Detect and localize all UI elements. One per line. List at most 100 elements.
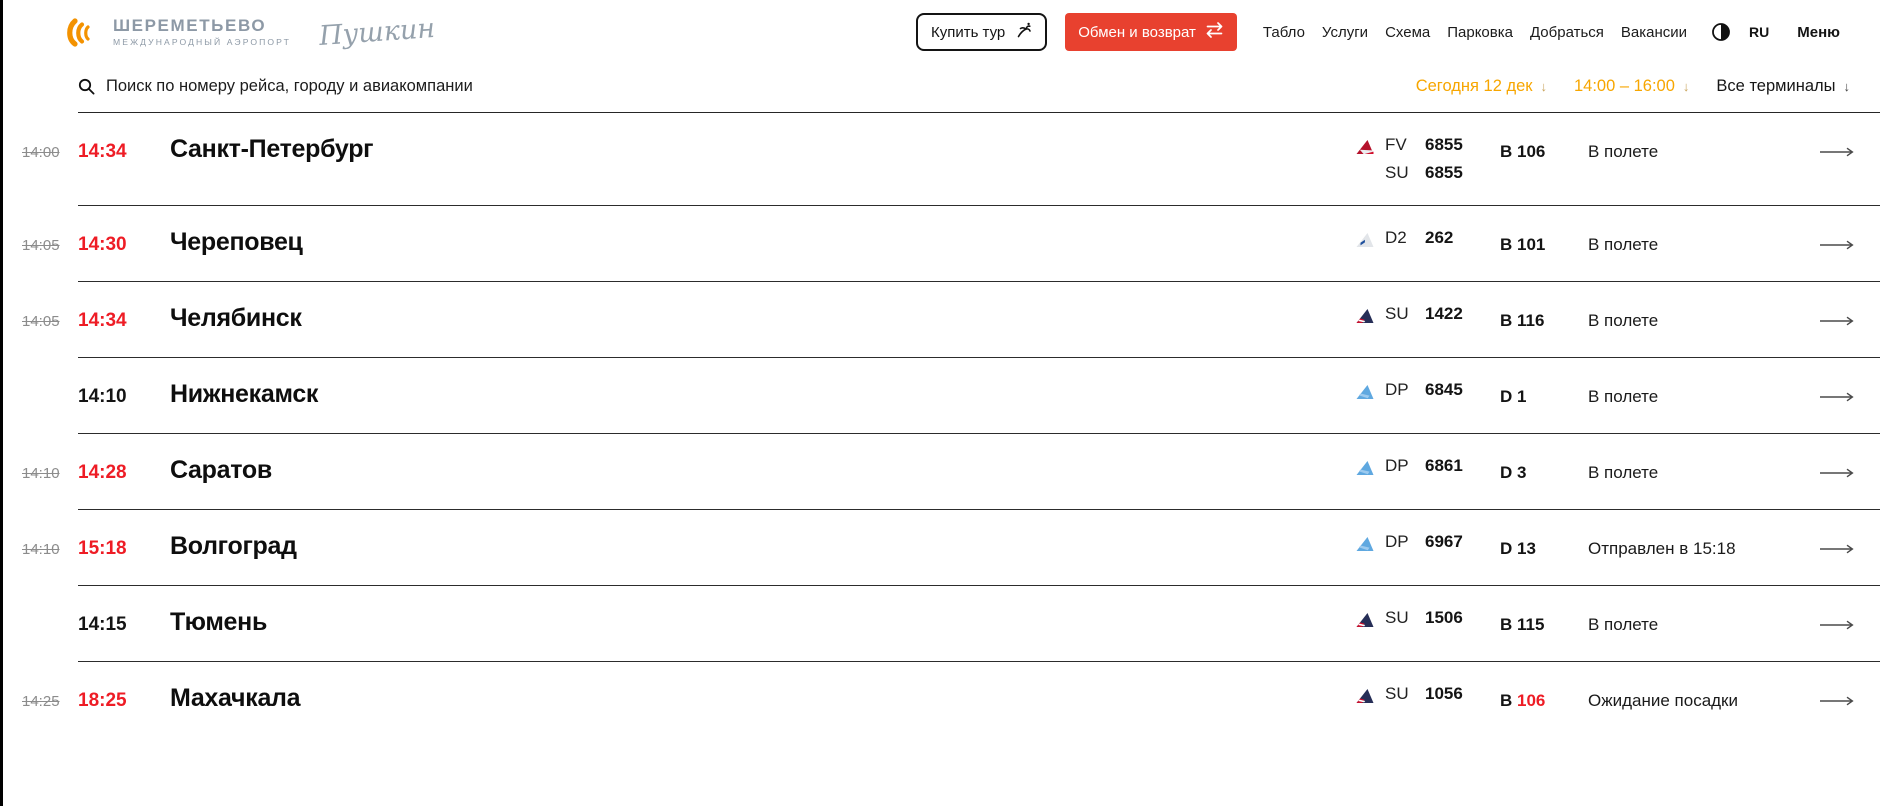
gate: B 106 <box>1500 138 1588 166</box>
gate-number: 106 <box>1517 142 1546 161</box>
nav-parking[interactable]: Парковка <box>1447 23 1513 41</box>
actual-time: 14:10 <box>78 386 127 407</box>
nav-directions[interactable]: Добраться <box>1529 23 1604 41</box>
language-switcher[interactable]: RU <box>1749 24 1770 40</box>
search-icon <box>78 78 95 95</box>
gate-zone: B <box>1500 235 1513 254</box>
flight-numbers: SU 1422 <box>1355 300 1500 328</box>
right-arrow-icon <box>1820 544 1854 554</box>
flight-row[interactable]: 14:15 Тюмень SU 1506 B 115 В полете <box>0 586 1898 661</box>
nav-timetable[interactable]: Табло <box>1262 23 1305 41</box>
screen-left-edge-border <box>0 0 3 806</box>
flight-row[interactable]: 14:10 Нижнекамск DP 6845 D 1 В полете <box>0 358 1898 433</box>
contrast-mode-toggle[interactable] <box>1711 22 1731 42</box>
main-navigation: Табло Услуги Схема Парковка Добраться Ва… <box>1263 24 1687 41</box>
site-header: ШЕРЕМЕТЬЕВО МЕЖДУНАРОДНЫЙ АЭРОПОРТ Пушки… <box>0 0 1898 58</box>
flight-status: В полете <box>1588 142 1659 161</box>
flight-numbers: DP 6967 <box>1355 528 1500 556</box>
arrow-down-icon: ↓ <box>1682 79 1690 94</box>
flight-details-arrow[interactable] <box>1820 300 1854 337</box>
scheduled-time: 14:00 <box>22 144 60 161</box>
flight-row[interactable]: 14:10 14:28 Саратов DP 6861 D 3 В полете <box>0 434 1898 509</box>
time-range-filter[interactable]: 14:00 – 16:00 ↓ <box>1574 77 1689 96</box>
right-arrow-icon <box>1820 696 1854 706</box>
flight-leg: DP 6845 <box>1355 376 1500 404</box>
flight-status: В полете <box>1588 387 1659 406</box>
flight-numbers: SU 1056 <box>1355 680 1500 708</box>
flight-row[interactable]: 14:00 14:34 Санкт-Петербург FV 6855 SU 6855… <box>0 113 1898 205</box>
time-range-value: 14:00 – 16:00 <box>1573 77 1675 95</box>
destination-city: Махачкала <box>170 684 301 712</box>
flight-leg: SU 1422 <box>1355 300 1500 328</box>
scheduled-time: 14:05 <box>22 313 60 330</box>
flight-details-arrow[interactable] <box>1820 224 1854 261</box>
gate-number: 115 <box>1517 615 1545 634</box>
flight-details-arrow[interactable] <box>1820 131 1854 168</box>
board-filters: Сегодня 12 дек ↓ 14:00 – 16:00 ↓ Все тер… <box>1416 77 1850 96</box>
flight-numbers: D2 262 <box>1355 224 1500 252</box>
destination-city: Волгоград <box>170 532 297 560</box>
flight-numbers: DP 6861 <box>1355 452 1500 480</box>
flight-details-arrow[interactable] <box>1820 528 1854 565</box>
flight-leg: SU 1056 <box>1355 680 1500 708</box>
actual-time: 14:15 <box>78 614 127 635</box>
flight-row[interactable]: 14:10 15:18 Волгоград DP 6967 D 13 Отправ… <box>0 510 1898 585</box>
airport-title: ШЕРЕМЕТЬЕВО <box>113 16 267 36</box>
sheremetyevo-logo-text: ШЕРЕМЕТЬЕВО МЕЖДУНАРОДНЫЙ АЭРОПОРТ <box>113 17 291 47</box>
flight-leg: DP 6861 <box>1355 452 1500 480</box>
terminal-filter[interactable]: Все терминалы ↓ <box>1716 77 1850 96</box>
gate-zone: D <box>1500 539 1513 558</box>
flight-row[interactable]: 14:05 14:34 Челябинск SU 1422 B 116 В пол… <box>0 282 1898 357</box>
nav-services[interactable]: Услуги <box>1321 23 1369 41</box>
flight-row[interactable]: 14:05 14:30 Череповец D2 262 B 101 В поле… <box>0 206 1898 281</box>
menu-button[interactable]: Меню <box>1797 23 1840 41</box>
airport-subtitle: МЕЖДУНАРОДНЫЙ АЭРОПОРТ <box>113 37 291 48</box>
gate: D 3 <box>1500 459 1588 487</box>
buy-tour-button[interactable]: Купить тур <box>915 13 1048 51</box>
destination-city: Санкт-Петербург <box>170 135 374 163</box>
row-divider <box>78 205 1880 206</box>
contrast-icon <box>1712 23 1730 41</box>
actual-time: 14:34 <box>78 310 127 331</box>
flight-search-input[interactable] <box>106 77 666 96</box>
pobeda-tail-icon <box>1355 532 1375 552</box>
exchange-return-button[interactable]: Обмен и возврат <box>1065 13 1237 51</box>
airline-logo-spacer <box>1355 163 1375 183</box>
flight-details-arrow[interactable] <box>1820 680 1854 717</box>
flight-numbers: FV 6855 SU 6855 <box>1355 131 1500 185</box>
actual-time: 15:18 <box>78 538 127 559</box>
flight-details-arrow[interactable] <box>1820 452 1854 489</box>
nav-vacancies[interactable]: Вакансии <box>1620 23 1688 41</box>
row-divider <box>78 433 1880 434</box>
actual-time: 14:30 <box>78 234 127 255</box>
terminal-filter-value: Все терминалы <box>1716 77 1836 95</box>
flight-number: 6861 <box>1425 456 1463 475</box>
row-divider <box>78 661 1880 662</box>
flight-status: В полете <box>1588 235 1659 254</box>
flight-details-arrow[interactable] <box>1820 376 1854 413</box>
nav-map[interactable]: Схема <box>1385 23 1431 41</box>
sheremetyevo-logo[interactable]: ШЕРЕМЕТЬЕВО МЕЖДУНАРОДНЫЙ АЭРОПОРТ <box>62 13 291 51</box>
scheduled-time: 14:25 <box>22 693 60 710</box>
date-filter[interactable]: Сегодня 12 дек ↓ <box>1416 77 1547 96</box>
gate-zone: B <box>1500 615 1513 634</box>
pushkin-signature[interactable]: Пушкин <box>318 12 437 52</box>
rossiya-tail-icon <box>1355 135 1375 155</box>
gate-number: 106 <box>1517 691 1546 710</box>
flight-number: 6967 <box>1425 532 1463 551</box>
right-arrow-icon <box>1820 620 1854 630</box>
airline-code: DP <box>1385 456 1409 475</box>
flight-row[interactable]: 14:25 18:25 Махачкала SU 1056 B 106 Ожида… <box>0 662 1898 737</box>
gate-zone: D <box>1500 387 1513 406</box>
scheduled-time: 14:10 <box>22 465 60 482</box>
exchange-return-label: Обмен и возврат <box>1078 23 1196 41</box>
airline-code: DP <box>1385 380 1409 399</box>
flight-number: 1422 <box>1425 304 1463 323</box>
flight-details-arrow[interactable] <box>1820 604 1854 641</box>
flight-leg: FV 6855 <box>1355 131 1500 159</box>
flight-number: 262 <box>1425 228 1454 247</box>
right-arrow-icon <box>1820 240 1854 250</box>
flight-number: 6845 <box>1425 380 1463 399</box>
destination-city: Нижнекамск <box>170 380 319 408</box>
